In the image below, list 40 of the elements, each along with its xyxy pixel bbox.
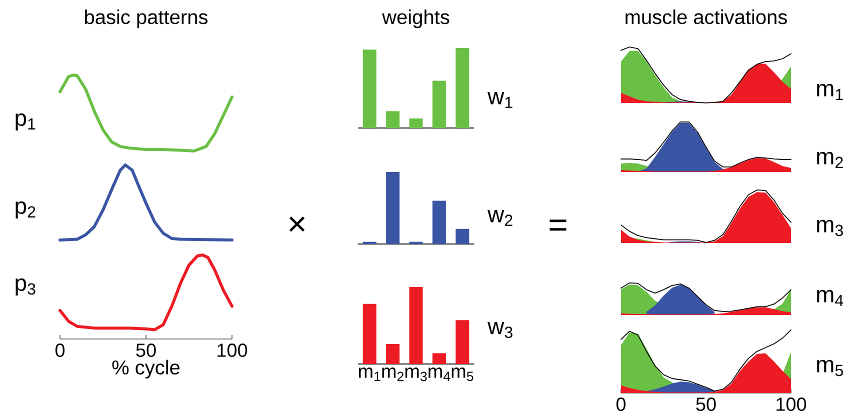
bar bbox=[386, 111, 400, 128]
bar bbox=[362, 304, 376, 364]
y-axis-title: p$_{1}$ bbox=[16, 113, 36, 131]
bar bbox=[409, 118, 423, 128]
y2-axis-title: w$_{2}$ bbox=[488, 210, 512, 226]
x-tick-label: 50 bbox=[136, 344, 156, 357]
bar bbox=[409, 286, 423, 364]
bar bbox=[432, 200, 446, 244]
text: × bbox=[289, 216, 305, 232]
bar bbox=[432, 80, 446, 128]
x-tick-label: 50 bbox=[696, 398, 716, 411]
bar bbox=[432, 353, 446, 364]
chart-title: basic patterns bbox=[85, 10, 208, 28]
y-axis-title: p$_{3}$ bbox=[16, 278, 36, 296]
bar bbox=[362, 50, 376, 128]
bar bbox=[386, 172, 400, 244]
chart-title: muscle activations bbox=[626, 10, 787, 24]
x-tick-label: 0 bbox=[55, 344, 65, 357]
y-axis-title: p$_{2}$ bbox=[16, 201, 36, 219]
y2-axis-title: m$_{2}$ bbox=[817, 152, 843, 168]
y2-axis-title: w$_{1}$ bbox=[488, 92, 512, 108]
y2-axis-title: m$_{1}$ bbox=[817, 84, 843, 100]
x-tick-label: 0 bbox=[616, 398, 626, 411]
bar bbox=[386, 344, 400, 364]
chart-title: weights bbox=[382, 10, 450, 28]
x-tick-label: m$_{4}$ bbox=[428, 368, 450, 381]
y2-axis-title: m$_{3}$ bbox=[817, 220, 843, 236]
x-tick-label: m$_{1}$ bbox=[358, 368, 380, 381]
x-tick-label: m$_{3}$ bbox=[405, 368, 427, 382]
x-tick-label: 100 bbox=[218, 344, 248, 357]
text: = bbox=[550, 220, 566, 231]
y2-axis-title: w$_{3}$ bbox=[488, 322, 512, 338]
x-tick-label: m$_{2}$ bbox=[382, 368, 404, 382]
x-tick-label: m$_{5}$ bbox=[452, 368, 474, 382]
x-axis-title: % cycle bbox=[112, 360, 180, 378]
y2-axis-title: m$_{4}$ bbox=[817, 290, 844, 306]
bar bbox=[456, 228, 470, 244]
bar bbox=[456, 320, 470, 364]
x-tick-label: 100 bbox=[776, 398, 806, 411]
bar bbox=[456, 48, 470, 128]
